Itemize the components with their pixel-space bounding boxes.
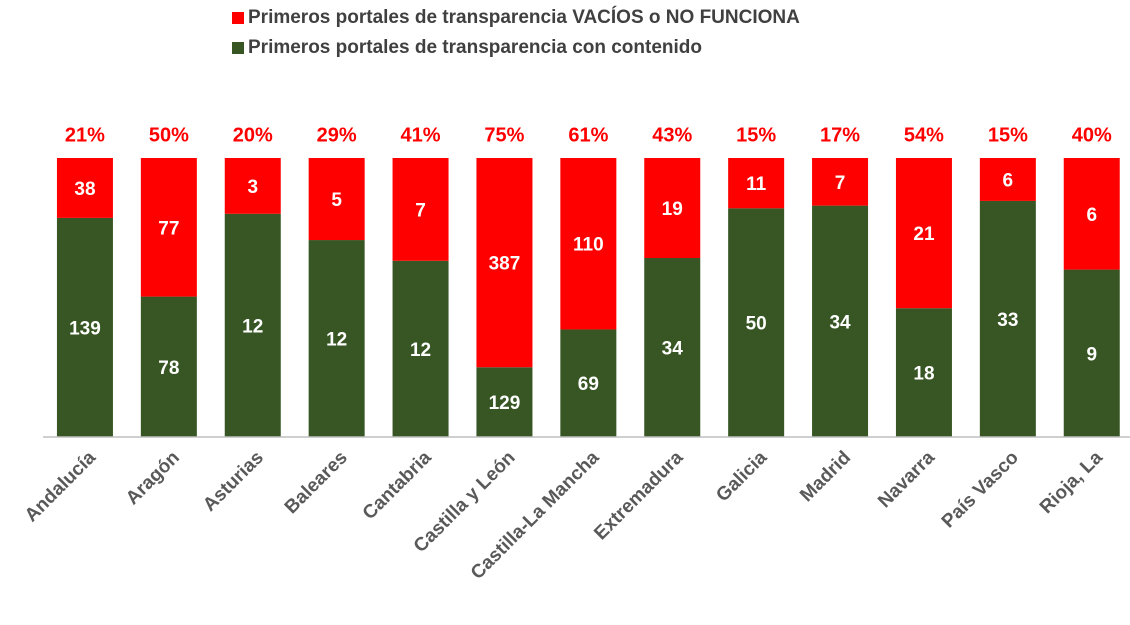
bar-segment xyxy=(476,367,533,437)
bar-segment xyxy=(392,158,449,261)
data-label: 11 xyxy=(746,174,767,195)
x-tick-label: Baleares xyxy=(281,447,352,518)
bar-segment xyxy=(224,158,281,214)
bar-segment xyxy=(560,158,617,330)
bar-segment xyxy=(308,240,365,437)
bar-segment xyxy=(476,158,533,368)
data-label: 139 xyxy=(69,318,101,339)
percent-label: 41% xyxy=(401,124,441,146)
x-tick-label: Cantabria xyxy=(359,447,436,524)
x-tick-label: Madrid xyxy=(796,447,855,506)
percent-label: 17% xyxy=(820,124,860,146)
bar-segment xyxy=(56,217,113,437)
legend-swatch xyxy=(232,42,244,54)
bar-segment xyxy=(728,208,785,437)
bar-segment xyxy=(224,213,281,437)
percent-label: 50% xyxy=(149,124,189,146)
percent-label: 21% xyxy=(65,124,105,146)
bar-segment xyxy=(812,205,869,437)
legend-label: Primeros portales de transparencia VACÍO… xyxy=(248,6,800,28)
bar-segment xyxy=(728,158,785,209)
data-label: 9 xyxy=(1086,344,1097,365)
legend-label: Primeros portales de transparencia con c… xyxy=(248,37,702,58)
data-label: 6 xyxy=(1003,170,1014,191)
data-label: 3 xyxy=(247,177,258,198)
data-label: 6 xyxy=(1086,205,1097,226)
percent-label: 15% xyxy=(736,124,776,146)
data-label: 12 xyxy=(326,330,347,351)
data-label: 78 xyxy=(158,358,179,379)
percent-label: 75% xyxy=(484,124,524,146)
data-label: 69 xyxy=(578,374,599,395)
bar-segment xyxy=(644,258,701,437)
bar-segment xyxy=(895,308,952,437)
data-label: 21 xyxy=(913,224,935,245)
x-tick-label: Andalucía xyxy=(21,447,100,526)
x-tick-label: Asturias xyxy=(199,447,268,516)
x-tick-label: País Vasco xyxy=(938,447,1023,532)
x-tick-label: Navarra xyxy=(874,447,939,512)
bar-segment xyxy=(979,200,1036,437)
bar-segment xyxy=(140,296,197,437)
percent-label: 40% xyxy=(1072,124,1112,146)
bar-segment xyxy=(392,260,449,437)
data-label: 387 xyxy=(489,254,521,275)
data-label: 129 xyxy=(489,393,521,414)
percent-label: 15% xyxy=(988,124,1028,146)
data-label: 50 xyxy=(746,314,767,335)
bar-segment xyxy=(1063,158,1120,270)
data-label: 110 xyxy=(573,235,604,256)
data-label: 18 xyxy=(913,364,934,385)
data-label: 5 xyxy=(331,190,342,211)
bar-segment xyxy=(560,329,617,437)
x-tick-label: Galicia xyxy=(712,447,771,506)
percent-label: 43% xyxy=(652,124,692,146)
data-label: 7 xyxy=(415,200,426,221)
data-label: 19 xyxy=(662,199,683,220)
data-label: 38 xyxy=(74,179,95,200)
bar-segment xyxy=(1063,269,1120,437)
bar-segment xyxy=(308,158,365,241)
x-tick-label: Rioja, La xyxy=(1036,447,1107,518)
x-tick-label: Aragón xyxy=(122,447,184,509)
bar-segment xyxy=(140,158,197,297)
percent-label: 29% xyxy=(317,124,357,146)
legend-swatch xyxy=(232,12,244,24)
data-label: 77 xyxy=(158,218,179,239)
data-label: 7 xyxy=(835,173,846,194)
percent-label: 61% xyxy=(568,124,608,146)
percent-label: 20% xyxy=(233,124,273,146)
data-label: 33 xyxy=(997,310,1018,331)
bar-segment xyxy=(895,158,952,309)
x-tick-label: Extremadura xyxy=(590,447,687,544)
data-label: 12 xyxy=(242,316,263,337)
bar-segment xyxy=(56,158,113,218)
data-label: 34 xyxy=(829,312,851,333)
percent-label: 54% xyxy=(904,124,944,146)
data-label: 12 xyxy=(410,340,431,361)
bar-segment xyxy=(644,158,701,259)
bar-segment xyxy=(979,158,1036,201)
bar-segment xyxy=(812,158,869,206)
data-label: 34 xyxy=(662,339,684,360)
